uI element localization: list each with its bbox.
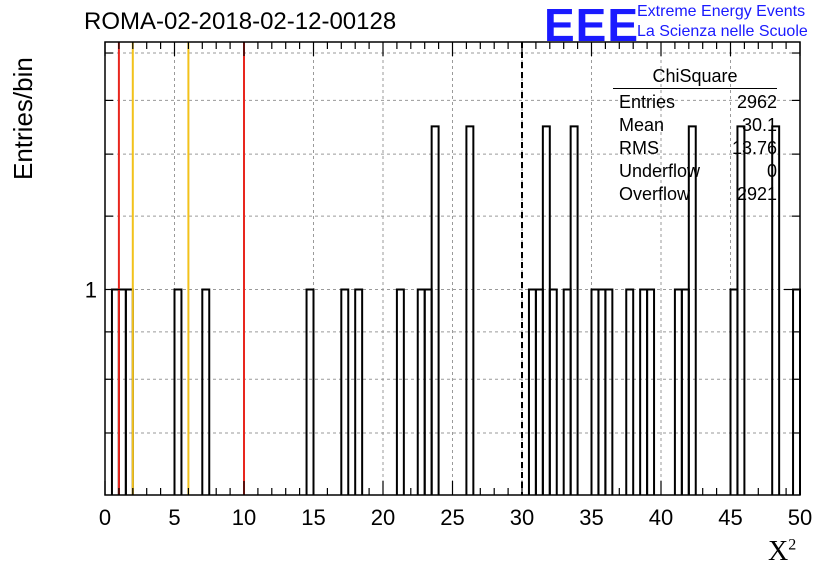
histogram-bin <box>729 288 739 495</box>
histogram-bin <box>673 288 683 495</box>
histogram-bin <box>465 125 475 495</box>
histogram-bin <box>340 288 350 495</box>
y-tick-label: 1 <box>85 277 97 302</box>
stats-row-overflow: Overflow 2921 <box>613 183 777 206</box>
histogram-bin <box>416 288 426 495</box>
x-tick-label: 45 <box>718 505 742 530</box>
histogram-bin <box>736 125 746 495</box>
x-axis-label-base: X <box>768 536 789 567</box>
stats-label: Mean <box>619 115 665 135</box>
logo-tagline-1: Extreme Energy Events <box>637 3 806 20</box>
x-tick-label: 10 <box>232 505 256 530</box>
stats-row-underflow: Underflow 0 <box>613 160 777 183</box>
histogram-bin <box>625 288 635 495</box>
histogram-bin <box>604 288 614 495</box>
histogram-bin <box>534 288 544 495</box>
histogram-bin <box>771 125 781 495</box>
histogram-bin <box>201 288 211 495</box>
histogram-bin <box>395 288 405 495</box>
x-tick-label: 0 <box>99 505 111 530</box>
histogram-bin <box>124 288 134 495</box>
x-tick-label: 25 <box>440 505 464 530</box>
x-tick-label: 5 <box>168 505 180 530</box>
histogram-bin <box>646 288 656 495</box>
histogram-bin <box>110 288 120 495</box>
x-axis-label-superscript: 2 <box>788 536 797 554</box>
stats-label: Underflow <box>619 161 701 181</box>
stats-label: Overflow <box>619 184 691 204</box>
y-axis-label: Entries/bin <box>8 57 38 180</box>
stats-row-entries: Entries 2962 <box>613 91 777 114</box>
stats-value: 2962 <box>736 92 777 112</box>
histogram-bin <box>423 288 433 495</box>
stats-row-rms: RMS 13.76 <box>613 137 777 160</box>
x-axis-label: X2 <box>768 536 796 568</box>
histogram-bin <box>305 288 315 495</box>
histogram-bin <box>569 125 579 495</box>
chart-title: ROMA-02-2018-02-12-00128 <box>84 8 397 35</box>
x-tick-label: 20 <box>371 505 395 530</box>
stats-row-mean: Mean 30.1 <box>613 114 777 137</box>
stats-value: 2921 <box>736 184 777 204</box>
histogram-bin <box>687 125 697 495</box>
histogram-bin <box>792 288 801 495</box>
stats-value: 0 <box>766 161 777 181</box>
histogram-bin <box>173 288 183 495</box>
stats-box: ChiSquare Entries 2962 Mean 30.1 RMS 13.76 … <box>613 66 777 206</box>
histogram-bin <box>527 288 537 495</box>
stats-value: 13.76 <box>731 138 777 158</box>
x-tick-label: 30 <box>510 505 534 530</box>
histogram-bin <box>430 125 440 495</box>
histogram-bin <box>548 288 558 495</box>
stats-title: ChiSquare <box>613 66 777 89</box>
histogram-bin <box>562 288 572 495</box>
x-tick-label: 35 <box>579 505 603 530</box>
histogram-bars <box>110 125 801 495</box>
histogram-bin <box>639 288 649 495</box>
stats-label: RMS <box>619 138 659 158</box>
x-tick-label: 15 <box>301 505 325 530</box>
stats-value: 30.1 <box>741 115 777 135</box>
x-tick-label: 40 <box>649 505 673 530</box>
histogram-bin <box>680 288 690 495</box>
histogram-bin <box>590 288 600 495</box>
histogram-bin <box>117 288 127 495</box>
eee-logo-mark: EEE <box>544 0 640 51</box>
reference-lines <box>117 42 523 495</box>
x-tick-label: 50 <box>788 505 812 530</box>
axis-ticks: 0 5 10 15 20 25 30 35 40 45 50 1 <box>85 42 812 530</box>
grid-lines <box>105 42 800 495</box>
logo-tagline-2: La Scienza nelle Scuole <box>637 23 808 40</box>
histogram-bin <box>597 288 607 495</box>
histogram-bin <box>354 288 364 495</box>
stats-label: Entries <box>619 92 676 112</box>
histogram-bin <box>541 125 551 495</box>
